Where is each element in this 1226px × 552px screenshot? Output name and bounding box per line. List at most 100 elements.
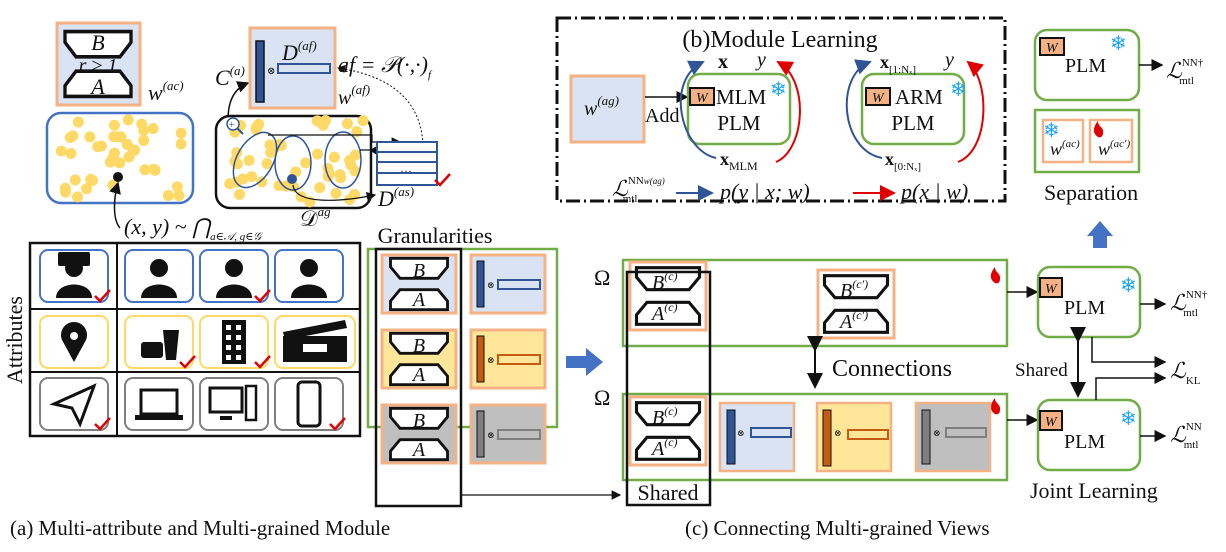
w-label: W <box>1046 41 1059 56</box>
location-pin-icon <box>39 315 109 369</box>
x-0n-label: x[0:Nₓ] <box>885 149 921 173</box>
w-label: W <box>1045 282 1058 297</box>
loss-nn-dagger: ℒNN† mtl <box>1170 289 1208 319</box>
data-point <box>55 145 67 157</box>
data-point <box>234 188 246 200</box>
panel-c-caption: (c) Connecting Multi-grained Views <box>685 516 990 540</box>
lora-b-label: B(c) <box>652 404 678 429</box>
w-ac-label: w(ac) <box>1050 138 1080 159</box>
data-point <box>138 125 150 137</box>
svg-text:⊗: ⊗ <box>933 428 941 438</box>
up-arrow-icon <box>1087 221 1113 248</box>
lora-a-label: A(c) <box>650 300 678 325</box>
zoom-in-icon: + <box>226 117 244 135</box>
smartphone-icon <box>274 377 347 431</box>
frozen-snowflake-icon <box>950 79 967 101</box>
clapperboard-icon <box>274 315 356 369</box>
granularity-row: BA ⊗ <box>380 328 547 390</box>
data-point <box>111 131 123 143</box>
svg-text:⊗: ⊗ <box>737 428 745 438</box>
x-mlm-label: xMLM <box>720 149 758 173</box>
separation-section: W PLM ℒNN† mtl w(ac) w(ac′) Separation <box>1033 28 1204 248</box>
plm-bottom: W PLM <box>1036 398 1142 472</box>
data-point <box>224 178 236 190</box>
data-point <box>108 147 120 159</box>
svg-text:⊗: ⊗ <box>487 430 495 440</box>
data-point <box>256 176 268 188</box>
data-point <box>72 116 84 128</box>
lora-b-label: B <box>91 30 104 55</box>
p-x-given-w: p(x | w) <box>899 179 968 204</box>
frozen-snowflake-icon <box>1120 408 1137 430</box>
data-point <box>139 164 151 176</box>
man-icon <box>124 249 194 303</box>
panel-c: Ω Ω B(c)A(c)B(c′)A(c′)B(c)A(c) ⊗ ⊗ ⊗ Sha… <box>566 258 1208 540</box>
granularities-label: Granularities <box>378 223 493 248</box>
lora-module: B(c′) A(c′) <box>816 268 896 340</box>
lora-a-label: A <box>411 364 426 386</box>
right-arrow-icon <box>566 348 603 376</box>
svg-text:⊗: ⊗ <box>487 280 495 290</box>
data-point <box>243 154 255 166</box>
data-point <box>175 138 187 150</box>
w-label: W <box>696 91 709 106</box>
data-point <box>328 151 340 163</box>
p-y-given-x: p(y | x; w) <box>718 179 810 204</box>
granularity-box <box>366 247 559 429</box>
shared-lora-column <box>374 247 463 508</box>
d-ag-label: 𝒟ag <box>300 204 331 231</box>
module-loss-label: ℒNNw(ag) mtl <box>612 175 665 205</box>
attribute-icons <box>39 249 356 431</box>
x-label: x <box>718 51 728 73</box>
joint-learning-label: Joint Learning <box>1030 478 1158 503</box>
svg-text:⊗: ⊗ <box>487 355 495 365</box>
loss-nn: ℒNN mtl <box>1170 421 1202 451</box>
connections-label: Connections <box>832 356 952 382</box>
w-acp-label: w(ac′) <box>1098 138 1130 159</box>
plm-label: PLM <box>717 111 761 135</box>
lora-b-label: B <box>413 335 425 357</box>
chat-group-icon <box>39 249 112 303</box>
data-point <box>65 148 77 160</box>
paper-plane-icon <box>39 377 112 431</box>
loss-nn-dagger: ℒNN† mtl <box>1166 57 1204 87</box>
data-point <box>108 119 120 131</box>
d-as-label: D(as) <box>377 184 414 211</box>
factorized-module-box: ⊗ D(af) <box>248 26 337 110</box>
data-point <box>320 114 332 126</box>
data-point <box>122 114 134 126</box>
data-point <box>162 189 174 201</box>
data-point <box>334 169 346 181</box>
fast-food-icon <box>124 315 197 369</box>
shared-column <box>625 270 712 507</box>
data-point <box>351 126 363 138</box>
data-point <box>60 186 72 198</box>
data-point <box>261 158 273 170</box>
add-label: Add <box>645 105 679 127</box>
panel-a: B r ≥ 1 A w(ac) (x, y) ~ ⋂a∈𝒜, g∈𝒢 C(a) … <box>2 21 622 540</box>
data-point <box>175 127 187 139</box>
w-af-label: w(af) <box>338 82 370 109</box>
data-point <box>138 134 150 146</box>
w-ag-label: w(ag) <box>584 93 619 120</box>
attributes-label: Attributes <box>2 296 27 384</box>
data-point <box>349 165 361 177</box>
businessman-icon <box>199 249 272 303</box>
sample-table: … <box>376 141 452 187</box>
plm-label: PLM <box>1064 431 1105 453</box>
shared-plm-label: Shared <box>1015 360 1068 381</box>
panel-a-caption: (a) Multi-attribute and Multi-grained Mo… <box>10 516 390 540</box>
laptop-icon <box>124 377 194 431</box>
lora-a-label: A <box>411 439 426 461</box>
plm-label: PLM <box>1064 297 1105 319</box>
w-module <box>865 87 891 106</box>
woman-icon <box>274 249 344 303</box>
lora-a-label: A(c) <box>650 435 678 460</box>
granularity-row: BA ⊗ <box>380 253 547 315</box>
w-module <box>689 87 715 106</box>
w-ac-label: w(ac) <box>148 78 184 105</box>
trainable-fire-icon <box>990 398 1001 415</box>
frozen-snowflake-icon <box>1120 275 1137 297</box>
mlm-label: MLM <box>716 85 767 109</box>
